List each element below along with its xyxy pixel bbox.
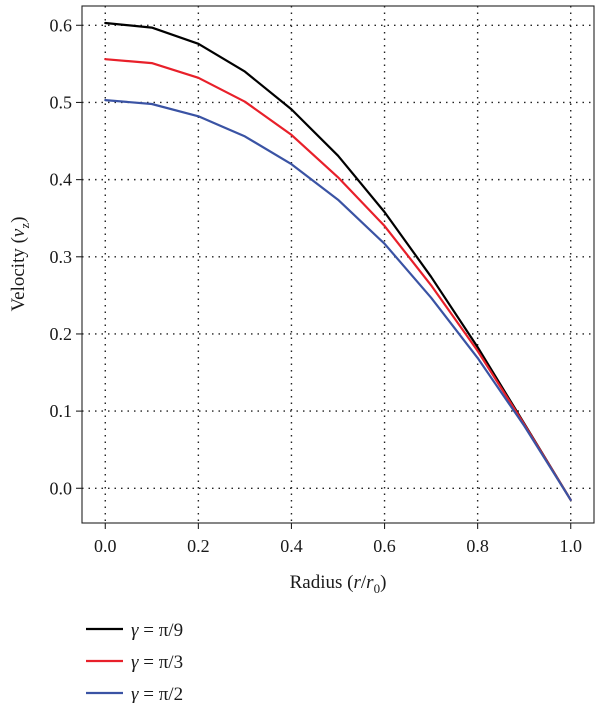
series-line-3: [104, 98, 572, 501]
x-tick-label: 0.0: [94, 536, 117, 556]
x-tick-label: 0.6: [373, 536, 396, 556]
legend-label-1: γ = π/9: [131, 620, 183, 641]
plot-frame: [81, 5, 595, 524]
x-axis-title: Radius (r/r0): [290, 572, 387, 596]
x-tick-label: 0.8: [466, 536, 489, 556]
legend-label-2: γ = π/3: [131, 652, 183, 673]
axis-ticks: 0.0 0.2 0.4 0.6 0.8 1.0 0.0 0.1 0.2 0.3 0.4 0.5 0.6: [50, 15, 582, 556]
y-tick-label: 0.4: [50, 170, 73, 190]
legend: γ = π/9 γ = π/3 γ = π/2: [86, 620, 183, 703]
y-tick-label: 0.1: [50, 401, 73, 421]
series-line-1: [104, 21, 572, 501]
y-axis-title: Velocity (vz): [8, 217, 32, 312]
grid: [82, 6, 594, 523]
x-tick-label: 0.2: [187, 536, 210, 556]
x-tick-label: 1.0: [559, 536, 582, 556]
x-tick-label: 0.4: [280, 536, 303, 556]
series-line-2: [104, 58, 572, 501]
y-tick-label: 0.6: [50, 15, 73, 35]
y-tick-label: 0.5: [50, 92, 73, 112]
y-tick-label: 0.3: [50, 247, 73, 267]
y-tick-label: 0.2: [50, 324, 73, 344]
series-lines: [104, 21, 572, 501]
y-tick-label: 0.0: [50, 478, 73, 498]
legend-label-3: γ = π/2: [131, 684, 183, 703]
